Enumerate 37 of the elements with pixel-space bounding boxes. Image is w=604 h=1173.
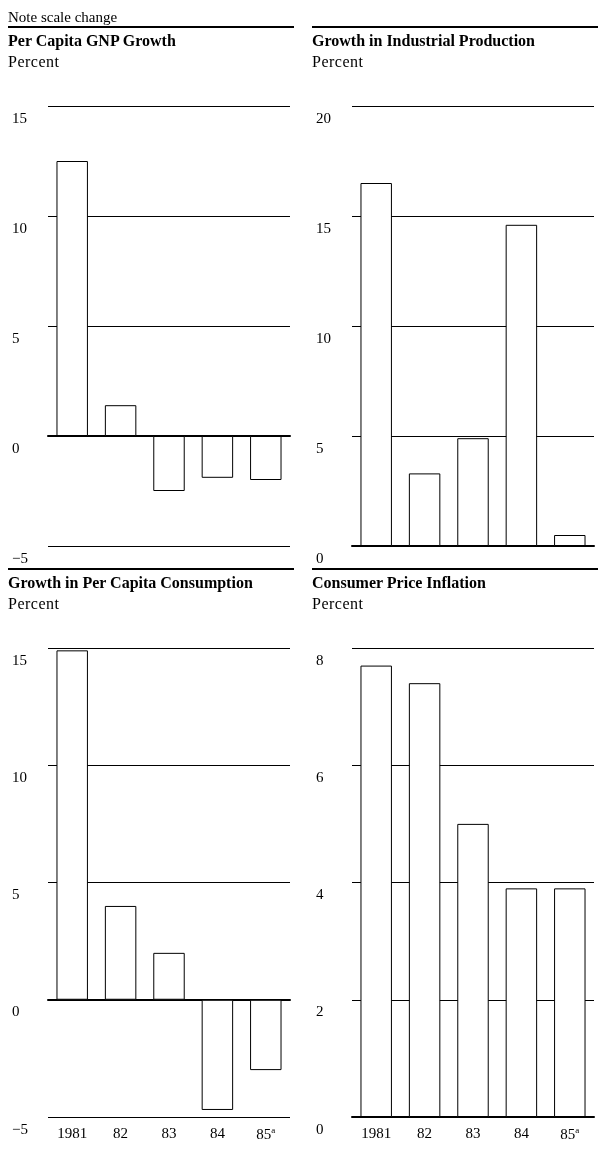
chart-title: Growth in Per Capita Consumption (8, 573, 254, 593)
y-tick-label: 10 (12, 768, 27, 785)
y-tick-label: 2 (316, 1003, 324, 1020)
y-axis-title: Percent (312, 52, 365, 72)
y-tick-label: 15 (316, 219, 331, 236)
x-tick-label: 83 (465, 1124, 481, 1141)
y-tick-label: 5 (12, 886, 20, 902)
chart-title: Per Capita GNP Growth (8, 31, 177, 51)
y-tick-label: 0 (316, 1120, 324, 1137)
y-tick-label: 15 (12, 651, 27, 668)
y-axis-title: Percent (312, 594, 365, 614)
y-tick-label: −5 (12, 1120, 28, 1137)
text: Note scale change (8, 9, 118, 25)
y-tick-label: 6 (316, 768, 324, 785)
y-tick-label: 5 (316, 439, 324, 456)
x-tick-label: 1981 (57, 1124, 88, 1141)
y-tick-label: 20 (316, 109, 331, 126)
y-tick-label: −5 (12, 549, 28, 566)
x-tick-label: 84 (209, 1124, 226, 1141)
x-tick-label: 84 (513, 1124, 530, 1141)
x-tick-label: 82 (113, 1124, 129, 1141)
y-tick-label: 4 (316, 886, 324, 902)
y-tick-label: 0 (316, 549, 324, 566)
y-tick-label: 15 (12, 109, 27, 126)
x-tick-label: 82 (417, 1124, 433, 1141)
y-axis-title: Percent (8, 594, 61, 614)
y-tick-label: 0 (12, 1003, 20, 1020)
y-tick-label: 0 (12, 439, 20, 456)
x-tick-label: 1981 (361, 1124, 392, 1141)
y-tick-label: 10 (316, 329, 331, 346)
chart-title: Growth in Industrial Production (312, 31, 536, 51)
y-axis-title: Percent (8, 52, 61, 72)
x-tick-label: 83 (161, 1124, 177, 1141)
y-tick-label: 10 (12, 219, 27, 236)
chart-title: Consumer Price Inflation (312, 573, 487, 593)
y-tick-label: 8 (316, 651, 324, 668)
y-tick-label: 5 (12, 329, 20, 346)
